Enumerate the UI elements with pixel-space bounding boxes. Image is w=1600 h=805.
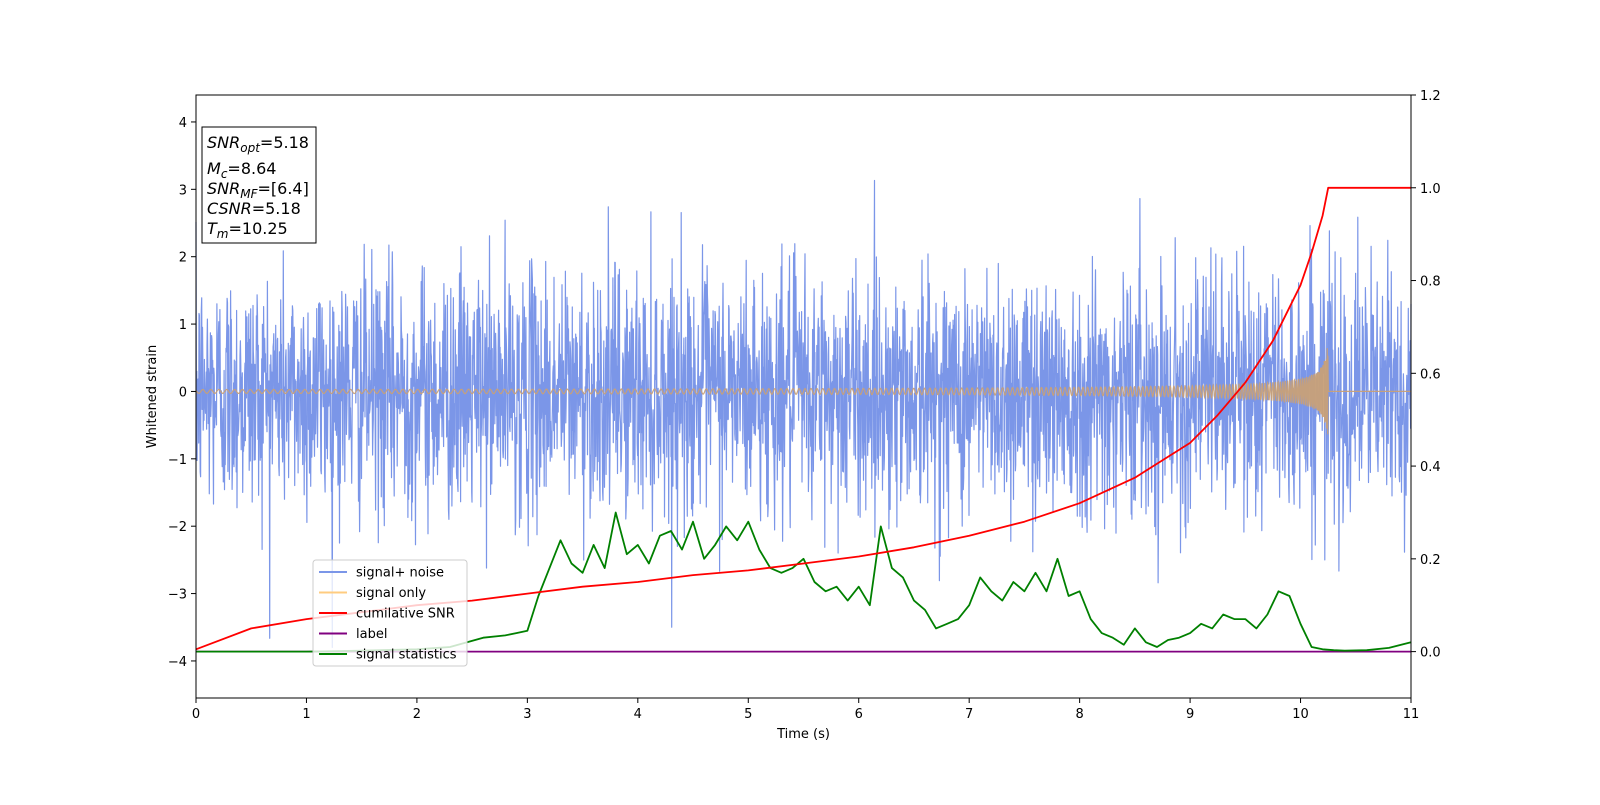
y-tick-label: −4 [168,655,187,670]
y-tick-label: −3 [168,588,187,603]
x-tick-label: 1 [302,707,310,722]
y2-tick-label: 0.0 [1420,646,1441,661]
x-tick-label: 11 [1403,707,1420,722]
y-tick-label: −2 [168,520,187,535]
x-tick-label: 10 [1292,707,1309,722]
y2-tick-label: 1.0 [1420,182,1441,197]
signal-noise-line [195,179,1412,648]
legend: signal+ noise signal only cumilative SNR la… [312,559,468,667]
legend-label: signal+ noise [356,566,444,581]
y-tick-label: 1 [179,318,187,333]
x-tick-label: 2 [413,707,421,722]
x-tick-label: 4 [634,707,642,722]
info-box: SNRopt=5.18 Mc=8.64 SNRMF=[6.4] CSNR=5.1… [201,126,317,244]
x-tick-label: 6 [855,707,863,722]
legend-label: cumilative SNR [356,607,455,622]
info-snr-mf: SNRMF=[6.4] [207,179,309,201]
y-axis-right: 1.2 1.0 0.8 0.6 0.4 0.2 0.0 [1411,89,1441,661]
info-snr-opt: SNRopt=5.18 [207,133,309,155]
legend-frame [312,559,468,667]
x-tick-label: 9 [1186,707,1194,722]
series-signal-noise [195,179,1412,648]
y-tick-label: 2 [179,251,187,266]
x-tick-label: 0 [192,707,200,722]
x-tick-label: 7 [965,707,973,722]
x-axis-label: Time (s) [776,727,830,742]
y2-tick-label: 0.6 [1420,367,1441,382]
legend-label: signal statistics [356,648,457,663]
y2-tick-label: 0.2 [1420,553,1441,568]
y-tick-label: 4 [179,116,187,131]
y-axis-left: 4 3 2 1 0 −1 −2 −3 −4 [168,116,196,670]
line-signal-statistics [196,511,1412,653]
x-tick-label: 3 [523,707,531,722]
y2-tick-label: 0.8 [1420,275,1441,290]
info-tm: Tm=10.25 [207,219,288,241]
plot-frame [195,94,1412,699]
x-tick-label: 5 [744,707,752,722]
y-tick-label: 3 [179,183,187,198]
y-axis-label: Whitened strain [145,345,160,448]
legend-label: signal only [356,586,426,601]
y-tick-label: 0 [179,385,187,400]
x-axis: 0 1 2 3 4 5 6 7 8 9 10 11 [192,698,1419,722]
legend-label: label [356,627,387,642]
series-signal-only [195,348,1411,435]
y2-tick-label: 0.4 [1420,460,1441,475]
x-tick-label: 8 [1075,707,1083,722]
info-mc: Mc=8.64 [207,159,276,181]
y2-tick-label: 1.2 [1420,89,1441,104]
info-csnr: CSNR=5.18 [207,199,301,218]
y-tick-label: −1 [168,453,187,468]
signal-only-line [195,348,1411,435]
info-box-frame [201,126,317,244]
